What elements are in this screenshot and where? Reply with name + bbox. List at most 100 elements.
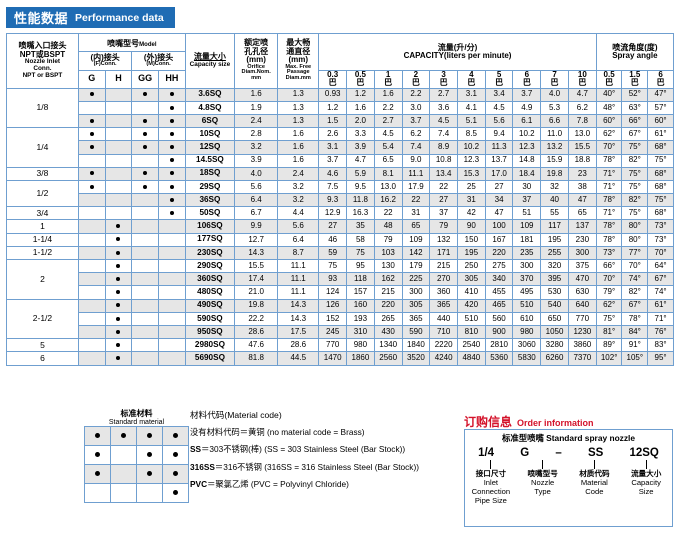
filled-dot bbox=[121, 433, 126, 439]
cell-capacity-0.5bar: 1860 bbox=[346, 351, 375, 366]
cell-model-g bbox=[77, 232, 106, 247]
th-orifice-en2: Diam.Nom. bbox=[241, 69, 271, 76]
cell-capacity-5bar: 5.6 bbox=[484, 113, 514, 129]
cell-capacity-0.5bar: 35 bbox=[346, 219, 375, 234]
cell-capacity-0.3bar: 126 bbox=[318, 298, 348, 313]
cell-capacity-10bar: 630 bbox=[567, 285, 597, 300]
cell-angle-6bar: 75° bbox=[647, 153, 674, 168]
cell-model-gg bbox=[131, 206, 160, 221]
cell-capacity-size: 177SQ bbox=[184, 232, 236, 247]
cell-capacity-0.5bar: 160 bbox=[346, 298, 375, 313]
cell-angle-1.5bar: 63° bbox=[621, 100, 649, 115]
filled-dot bbox=[116, 237, 121, 242]
cell-capacity-10bar: 15.5 bbox=[567, 140, 597, 155]
cell-passage-diam: 5.6 bbox=[277, 219, 320, 234]
order-information-header: 订购信息 Order information bbox=[464, 413, 594, 430]
cell-model-h bbox=[104, 259, 133, 274]
cell-angle-0.5bar: 60° bbox=[595, 113, 623, 129]
cell-capacity-10bar: 23 bbox=[567, 166, 597, 181]
cell-capacity-5bar: 13.7 bbox=[484, 153, 514, 168]
cell-model-gg bbox=[131, 113, 160, 129]
cell-capacity-3bar: 3.6 bbox=[429, 100, 458, 115]
cell-model-g bbox=[77, 166, 106, 181]
cell-capacity-7bar: 55 bbox=[540, 206, 569, 221]
cell-model-gg bbox=[131, 259, 160, 274]
cell-angle-6bar: 68° bbox=[647, 206, 674, 221]
cell-capacity-1bar: 130 bbox=[373, 259, 403, 274]
cell-capacity-7bar: 5.3 bbox=[540, 100, 569, 115]
th-capacity-size: 流量大小 Capacity size bbox=[184, 33, 236, 89]
cell-capacity-3bar: 2220 bbox=[429, 338, 458, 353]
cell-model-g bbox=[77, 206, 106, 221]
cell-passage-diam: 17.5 bbox=[277, 324, 320, 340]
cell-orifice-diam: 4.0 bbox=[234, 166, 279, 181]
cell-capacity-size: 36SQ bbox=[184, 193, 236, 208]
cell-angle-6bar: 68° bbox=[647, 166, 674, 181]
th-passage-en3: Diam.mm bbox=[285, 75, 311, 82]
cell-model-hh bbox=[158, 338, 186, 353]
cell-model-h bbox=[104, 100, 133, 115]
cell-model-gg bbox=[131, 272, 160, 287]
th-mconn-en: (M)Conn. bbox=[146, 61, 171, 68]
cell-capacity-2bar: 9.0 bbox=[401, 153, 431, 168]
order-part-cn: 喷嘴型号 bbox=[527, 469, 558, 478]
cell-capacity-0.3bar: 46 bbox=[318, 232, 348, 247]
cell-capacity-0.5bar: 95 bbox=[346, 259, 375, 274]
cell-angle-0.5bar: 70° bbox=[595, 140, 623, 155]
cell-angle-6bar: 83° bbox=[647, 338, 674, 353]
cell-capacity-7bar: 11.0 bbox=[540, 127, 569, 142]
table-head: 喷嘴入口接头 NPT或BSPT Nozzle Inlet Conn. NPT o… bbox=[6, 33, 675, 89]
cell-capacity-3bar: 27 bbox=[429, 193, 458, 208]
cell-capacity-6bar: 3.7 bbox=[512, 87, 542, 102]
material-code-key: 316SS bbox=[190, 461, 215, 472]
material-code-lines: 没有材料代码＝黄铜 (no material code = Brass) SS＝3… bbox=[190, 426, 460, 490]
cell-orifice-diam: 12.7 bbox=[234, 232, 279, 247]
order-part-en: Pipe Size bbox=[474, 495, 507, 505]
cell-angle-6bar: 75° bbox=[647, 193, 674, 208]
cell-capacity-0.5bar: 16.3 bbox=[346, 206, 375, 221]
cell-capacity-1bar: 220 bbox=[373, 298, 403, 313]
cell-inlet-size: 2 bbox=[6, 259, 79, 300]
std-material-cn: 标准材料 bbox=[120, 409, 153, 418]
filled-dot bbox=[143, 171, 148, 176]
order-code-part-0: 1/4 bbox=[478, 447, 495, 459]
table-row: 590SQ 22.2 14.3 152 193 265 365 440 510 560 610 650… bbox=[7, 311, 674, 326]
cell-capacity-size: 480SQ bbox=[184, 285, 236, 300]
cell-capacity-7bar: 395 bbox=[540, 272, 569, 287]
cell-angle-0.5bar: 102° bbox=[595, 351, 623, 366]
cell-capacity-7bar: 1050 bbox=[540, 324, 569, 340]
cell-capacity-7bar: 40 bbox=[540, 193, 569, 208]
cell-model-h bbox=[104, 87, 133, 102]
cell-capacity-0.3bar: 245 bbox=[318, 324, 348, 340]
cell-angle-6bar: 74° bbox=[647, 285, 674, 300]
cell-model-hh bbox=[158, 311, 186, 326]
filled-dot bbox=[89, 184, 94, 189]
cell-model-hh bbox=[158, 206, 186, 221]
cell-capacity-0.3bar: 2.6 bbox=[318, 127, 348, 142]
th-fconn-cn: (内)接头 bbox=[90, 52, 120, 62]
cell-capacity-size: 14.5SQ bbox=[184, 153, 236, 168]
material-row bbox=[84, 483, 189, 503]
filled-dot bbox=[169, 131, 174, 136]
cell-angle-1.5bar: 105° bbox=[621, 351, 649, 366]
cell-capacity-7bar: 32 bbox=[540, 179, 569, 195]
cell-angle-0.5bar: 62° bbox=[595, 127, 623, 142]
cell-passage-diam: 1.3 bbox=[277, 100, 320, 115]
cell-model-gg bbox=[131, 285, 160, 300]
th-mconn-cn: (外)接头 bbox=[143, 52, 174, 62]
cell-orifice-diam: 21.0 bbox=[234, 285, 279, 300]
cell-model-g bbox=[77, 153, 106, 168]
cell-capacity-1bar: 13.0 bbox=[373, 179, 403, 195]
cell-angle-1.5bar: 67° bbox=[621, 127, 649, 142]
cell-capacity-5bar: 900 bbox=[484, 324, 514, 340]
cell-angle-0.5bar: 70° bbox=[595, 272, 623, 287]
filled-dot bbox=[116, 224, 121, 229]
cell-capacity-1bar: 5.4 bbox=[373, 140, 403, 155]
cell-model-hh bbox=[158, 166, 186, 181]
cell-model-g bbox=[77, 113, 106, 129]
cell-angle-6bar: 70° bbox=[647, 245, 674, 261]
cell-capacity-1bar: 2.7 bbox=[373, 113, 403, 129]
material-dot-cell bbox=[136, 445, 163, 465]
order-part: 接口尺寸 Inlet Connection Pipe Size bbox=[467, 469, 515, 506]
